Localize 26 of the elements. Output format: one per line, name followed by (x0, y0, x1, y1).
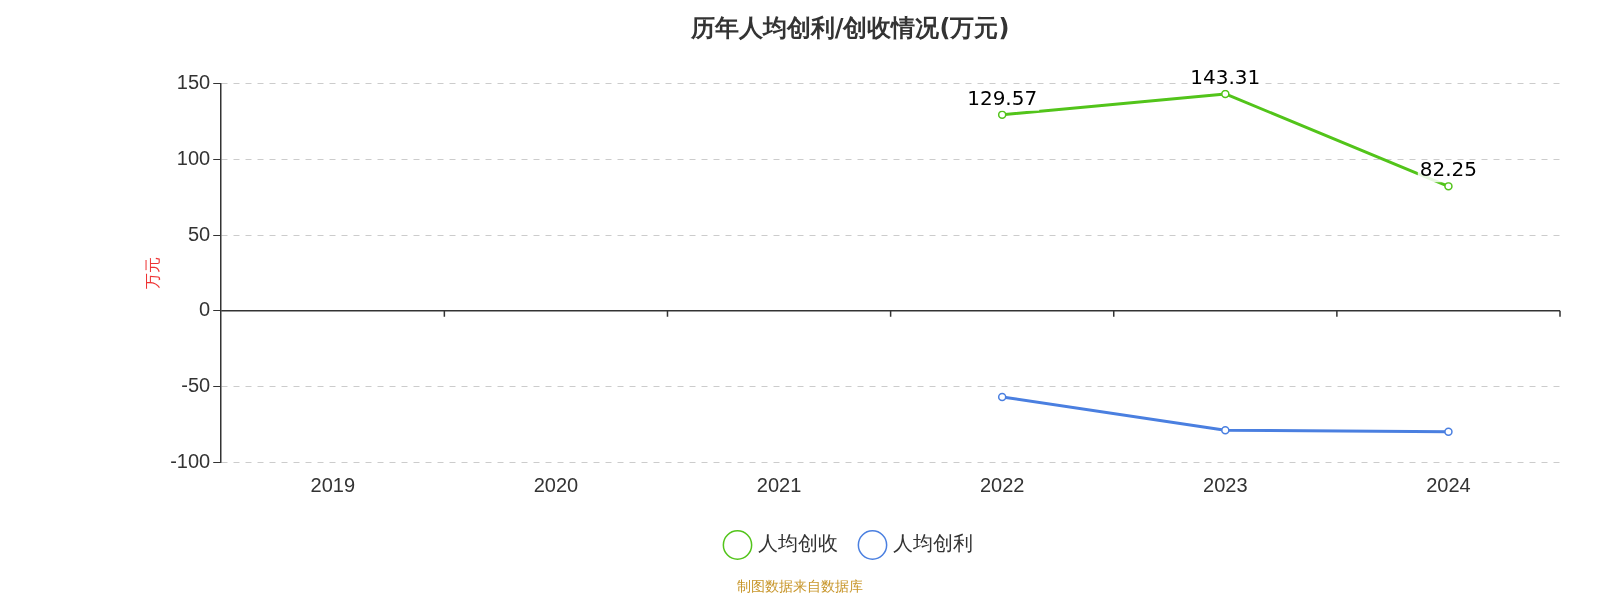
data-label: 143.31 (1190, 65, 1261, 90)
data-label: 129.57 (967, 85, 1038, 110)
legend-label: 人均创利 (892, 531, 973, 556)
y-tick-label: 0 (199, 298, 211, 321)
point (997, 392, 1007, 402)
x-tick-label: 2021 (756, 473, 802, 496)
point (1444, 427, 1453, 436)
y-tick-label: 100 (176, 146, 211, 169)
text: 制图数据来自数据库 (736, 578, 864, 596)
point (997, 110, 1007, 119)
x-tick-label: 2024 (1426, 473, 1471, 496)
x-tick-label: 2022 (979, 473, 1025, 496)
x-tick-label: 2023 (1203, 473, 1248, 496)
x-tick-label: 2020 (533, 473, 579, 496)
y-tick-label: 150 (176, 71, 211, 94)
y-tick-label: 50 (187, 222, 211, 245)
chart-title: 历年人均创利/创收情况(万元) (689, 13, 1010, 42)
y-tick-label: -50 (181, 373, 211, 396)
y-axis-title: 万元 (144, 256, 162, 289)
y-tick-label: -100 (170, 449, 211, 472)
legend-label: 人均创收 (757, 531, 838, 556)
point (1221, 425, 1230, 435)
x-tick-label: 2019 (310, 473, 356, 496)
point (1444, 182, 1453, 191)
data-label: 82.25 (1419, 157, 1478, 182)
point (1221, 89, 1230, 99)
